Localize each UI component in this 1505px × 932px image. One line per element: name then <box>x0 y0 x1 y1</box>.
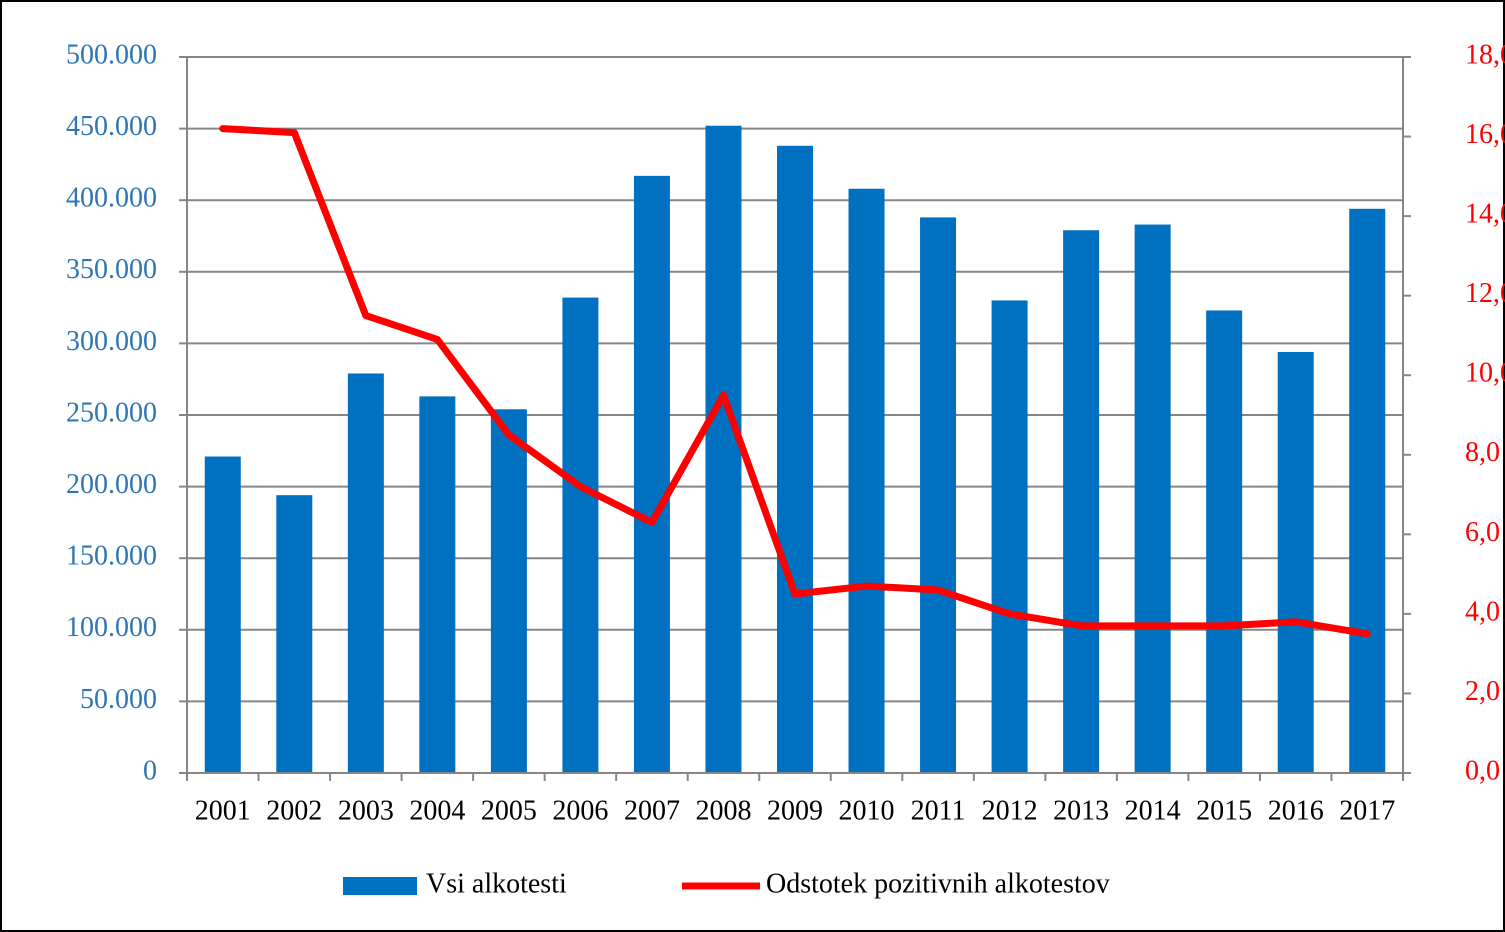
y-tick-label: 450.000 <box>66 111 157 142</box>
bar <box>633 175 670 773</box>
y-tick-label: 500.000 <box>66 39 157 70</box>
x-tick-label: 2015 <box>1196 795 1252 826</box>
bar <box>1206 310 1243 773</box>
bar <box>1277 351 1314 773</box>
x-tick-label: 2014 <box>1125 795 1181 826</box>
x-tick-label: 2013 <box>1053 795 1109 826</box>
bar <box>562 297 599 773</box>
bar <box>490 409 527 773</box>
y-tick-label: 50.000 <box>80 684 157 715</box>
x-tick-label: 2017 <box>1339 795 1395 826</box>
x-tick-label: 2003 <box>338 795 394 826</box>
x-tick-label: 2004 <box>409 795 465 826</box>
y2-tick-label: 18,0 <box>1465 39 1505 70</box>
legend-label: Odstotek pozitivnih alkotestov <box>766 868 1110 899</box>
y-tick-label: 350.000 <box>66 254 157 285</box>
bar <box>848 188 885 773</box>
y2-tick-label: 8,0 <box>1465 437 1500 468</box>
legend-swatch <box>343 877 417 895</box>
legend-label: Vsi alkotesti <box>426 868 567 899</box>
x-tick-label: 2016 <box>1268 795 1324 826</box>
y-tick-label: 400.000 <box>66 183 157 214</box>
y-tick-label: 250.000 <box>66 397 157 428</box>
x-tick-label: 2005 <box>481 795 537 826</box>
x-tick-label: 2007 <box>624 795 680 826</box>
y2-tick-label: 10,0 <box>1465 358 1505 389</box>
x-tick-label: 2011 <box>911 795 966 826</box>
bar <box>1349 208 1386 774</box>
x-tick-label: 2008 <box>695 795 751 826</box>
y-tick-label: 300.000 <box>66 326 157 357</box>
y-tick-label: 150.000 <box>66 541 157 572</box>
y-tick-label: 0 <box>143 755 157 786</box>
x-tick-label: 2001 <box>195 795 251 826</box>
bar <box>419 396 456 773</box>
y-tick-label: 200.000 <box>66 469 157 500</box>
x-tick-label: 2006 <box>552 795 608 826</box>
x-tick-label: 2010 <box>839 795 895 826</box>
bar <box>204 456 241 773</box>
y2-tick-label: 4,0 <box>1465 596 1500 627</box>
x-tick-label: 2009 <box>767 795 823 826</box>
y2-tick-label: 16,0 <box>1465 119 1505 150</box>
x-tick-label: 2002 <box>266 795 322 826</box>
y-tick-label: 100.000 <box>66 612 157 643</box>
x-tick-label: 2012 <box>982 795 1038 826</box>
y2-tick-label: 0,0 <box>1465 755 1500 786</box>
bar <box>777 145 813 773</box>
y2-tick-label: 12,0 <box>1465 278 1505 309</box>
y2-tick-label: 14,0 <box>1465 199 1505 230</box>
line <box>219 125 1371 638</box>
bar <box>920 217 957 773</box>
y2-tick-label: 2,0 <box>1465 676 1500 707</box>
bar <box>1063 230 1100 774</box>
bar <box>1134 224 1171 773</box>
bar <box>347 373 384 773</box>
bar <box>705 125 742 773</box>
bar <box>276 495 313 773</box>
bar <box>991 300 1028 773</box>
y2-tick-label: 6,0 <box>1465 517 1500 548</box>
